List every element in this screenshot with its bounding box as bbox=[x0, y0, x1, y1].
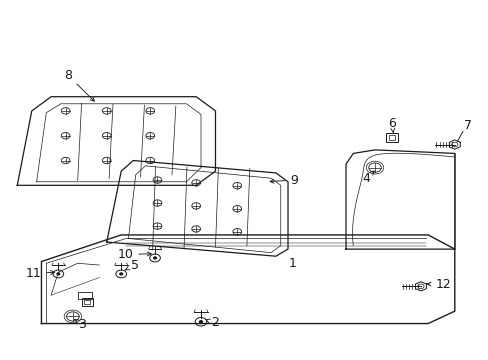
Text: 7: 7 bbox=[464, 118, 471, 132]
Text: 11: 11 bbox=[26, 267, 55, 280]
Text: 5: 5 bbox=[125, 258, 139, 271]
Circle shape bbox=[153, 257, 156, 259]
Text: 9: 9 bbox=[269, 174, 298, 186]
Bar bbox=[82, 298, 93, 306]
Text: 8: 8 bbox=[64, 69, 94, 101]
Text: 10: 10 bbox=[117, 248, 151, 261]
Bar bbox=[385, 133, 397, 142]
Text: 12: 12 bbox=[427, 278, 450, 291]
Circle shape bbox=[120, 273, 122, 275]
Bar bbox=[84, 300, 90, 305]
Circle shape bbox=[57, 273, 60, 275]
Bar bbox=[78, 292, 92, 299]
Text: 2: 2 bbox=[205, 316, 218, 329]
Bar bbox=[388, 135, 394, 140]
Text: 1: 1 bbox=[288, 257, 296, 270]
Text: 3: 3 bbox=[75, 318, 85, 331]
Text: 6: 6 bbox=[387, 117, 395, 133]
Circle shape bbox=[199, 321, 202, 323]
Text: 4: 4 bbox=[362, 171, 373, 185]
